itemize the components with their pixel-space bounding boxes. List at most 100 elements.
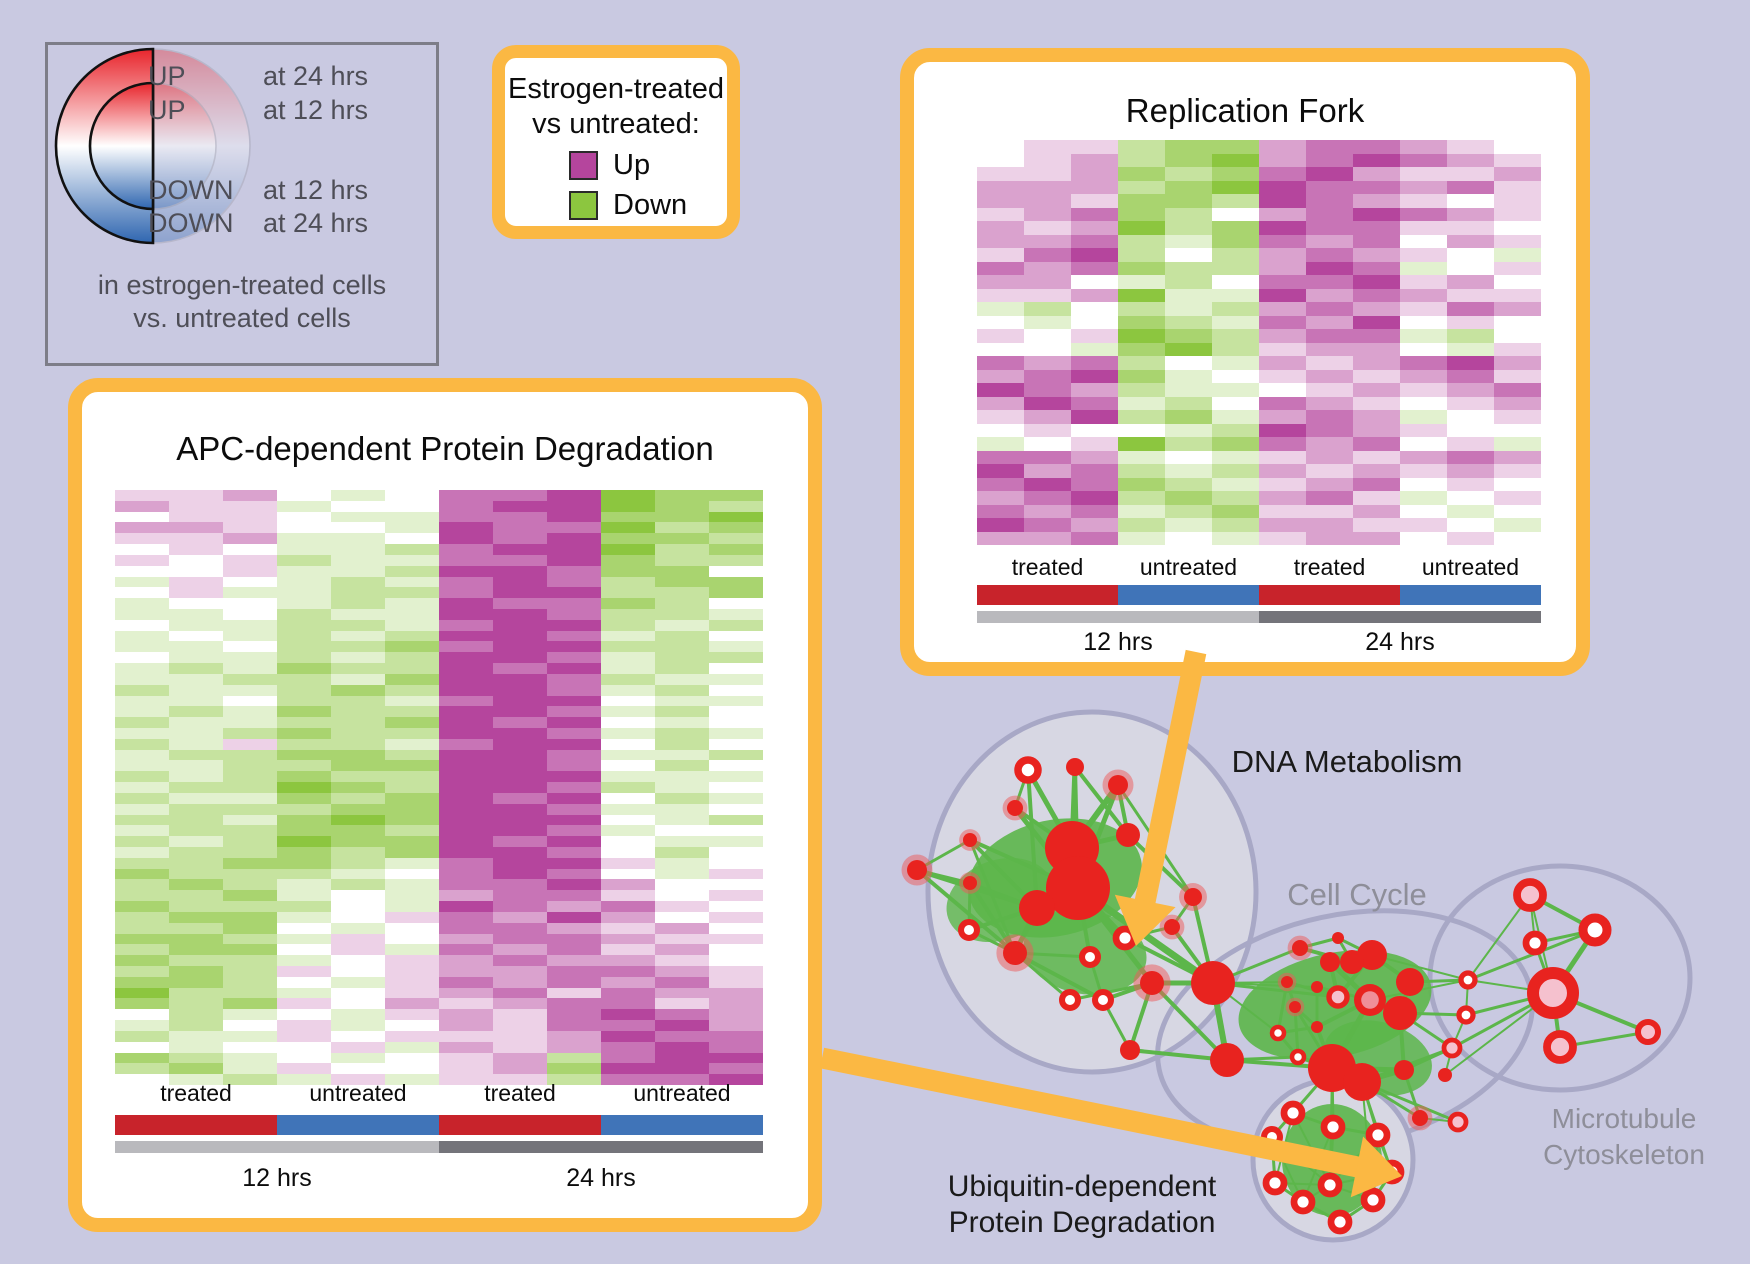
network-edge: [969, 838, 1079, 890]
heatmap-cell: [493, 511, 547, 523]
network-edge: [1328, 961, 1340, 998]
heatmap-cell: [655, 728, 709, 739]
heatmap-cell: [439, 717, 493, 728]
network-node: [1164, 919, 1180, 935]
heatmap-cell: [493, 814, 547, 826]
heatmap-cell: [1071, 234, 1118, 248]
network-edge: [1332, 1125, 1379, 1137]
heatmap-cell: [493, 533, 547, 545]
heatmap-cell: [169, 847, 223, 858]
network-node: [1513, 878, 1547, 912]
heatmap-cell: [547, 998, 601, 1010]
heatmap-cell: [277, 825, 331, 837]
heatmap-cell: [331, 955, 385, 966]
heatmap-cell: [655, 749, 709, 761]
heatmap-cell: [331, 803, 385, 815]
heatmap-cell: [655, 511, 709, 523]
heatmap-cell: [709, 630, 763, 642]
heatmap-cell: [115, 738, 169, 750]
heatmap-cell: [977, 396, 1024, 410]
network-edge: [1339, 1198, 1374, 1224]
heatmap-cell: [1024, 356, 1071, 370]
heatmap-cell: [1024, 342, 1071, 356]
heatmap-cell: [709, 890, 763, 902]
network-node: [1290, 1189, 1316, 1215]
network-edge: [1071, 832, 1129, 851]
heatmap-cell: [709, 500, 763, 512]
heatmap-cell: [493, 609, 547, 620]
heatmap-cell: [493, 576, 547, 588]
heatmap-cell: [277, 1074, 331, 1085]
ring-legend-dir: DOWN: [148, 175, 234, 205]
heatmap-cell: [1400, 383, 1447, 397]
heatmap-cell: [1306, 450, 1353, 464]
heatmap-cell: [1447, 329, 1494, 343]
heatmap-cell: [1118, 302, 1165, 316]
heatmap-cell: [1165, 261, 1212, 275]
heatmap-cell: [1447, 396, 1494, 410]
heatmap-cell: [277, 673, 331, 685]
heatmap-cell: [1024, 369, 1071, 383]
heatmap-cell: [493, 1030, 547, 1042]
network-edge: [1297, 1055, 1333, 1070]
heatmap-cell: [385, 695, 439, 707]
network-edge: [1212, 982, 1279, 1034]
heatmap-cell: [169, 792, 223, 804]
heatmap-cell: [1071, 207, 1118, 221]
network-edge: [1534, 928, 1596, 945]
heatmap-cell: [547, 879, 601, 891]
heatmap-cell: [1024, 477, 1071, 491]
heatmap-cell: [547, 857, 601, 869]
network-edge: [1559, 1030, 1649, 1049]
heatmap-cell: [1165, 396, 1212, 410]
heatmap-cell: [1353, 261, 1400, 275]
heatmap-cell: [493, 868, 547, 880]
heatmap-cell: [1306, 464, 1353, 478]
network-edge: [1170, 925, 1215, 985]
heatmap-cell: [439, 803, 493, 815]
heatmap-cell: [1259, 221, 1306, 235]
heatmap-cell: [1353, 504, 1400, 518]
heatmap-cell: [115, 576, 169, 588]
heatmap-cell: [1071, 504, 1118, 518]
heatmap-cell: [547, 684, 601, 696]
group-label: treated: [1293, 554, 1366, 580]
heatmap-cell: [977, 302, 1024, 316]
legend-down-row: Down: [569, 189, 727, 222]
heatmap-cell: [223, 966, 277, 977]
heatmap-cell: [169, 1074, 223, 1085]
heatmap-cell: [655, 1074, 709, 1085]
heatmap-cell: [331, 490, 385, 501]
heatmap-cell: [493, 944, 547, 956]
cluster-microtubule-cytoskeleton: [1427, 863, 1693, 1093]
ring-legend-time: at 24 hrs: [263, 208, 369, 238]
heatmap-cell: [1447, 450, 1494, 464]
heatmap-cell: [977, 315, 1024, 329]
heatmap-cell: [1071, 383, 1118, 397]
heatmap-cell: [277, 652, 331, 664]
node-halo: [1285, 997, 1305, 1017]
heatmap-cell: [277, 782, 331, 793]
heatmap-cell: [331, 890, 385, 902]
heatmap-cell: [277, 587, 331, 599]
heatmap-cell: [655, 868, 709, 880]
network-edge: [1467, 928, 1596, 982]
down-label: Down: [613, 189, 688, 221]
heatmap-cell: [439, 922, 493, 934]
heatmap-cell: [277, 998, 331, 1010]
heatmap-cell: [547, 544, 601, 555]
heatmap-cell: [601, 1041, 655, 1053]
edge-density-blob: [968, 818, 1142, 938]
heatmap-cell: [1071, 356, 1118, 370]
network-edge: [1467, 894, 1531, 981]
heatmap-cell: [1118, 288, 1165, 302]
heatmap-cell: [601, 890, 655, 902]
heatmap-cell: [977, 383, 1024, 397]
heatmap-cell: [1071, 410, 1118, 424]
heatmap-cell: [1400, 369, 1447, 383]
heatmap-cell: [1024, 423, 1071, 437]
heatmap-cell: [439, 511, 493, 523]
heatmap-cell: [547, 1041, 601, 1053]
heatmap-cell: [1259, 302, 1306, 316]
network-edge: [1403, 1046, 1453, 1072]
